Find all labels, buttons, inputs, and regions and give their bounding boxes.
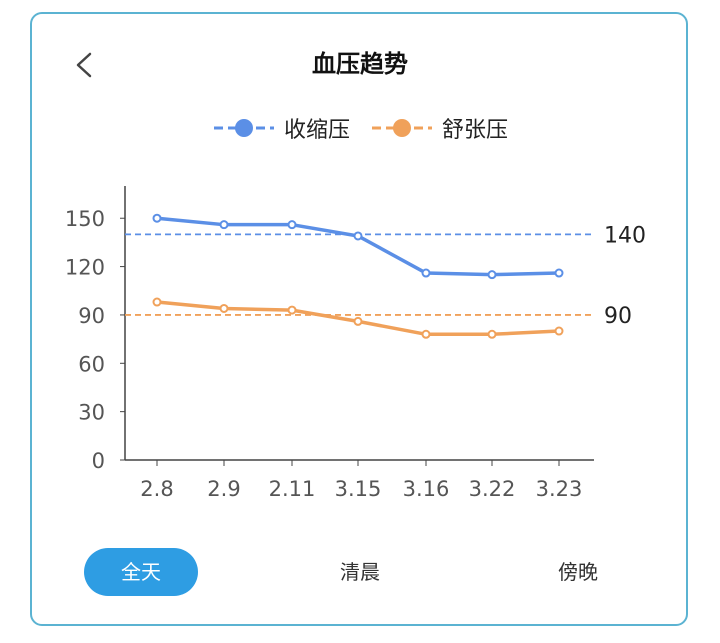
legend-label-diastolic: 舒张压 bbox=[442, 118, 509, 143]
y-tick-label: 150 bbox=[65, 207, 105, 231]
data-point bbox=[554, 326, 564, 336]
data-point bbox=[219, 303, 229, 313]
series-line bbox=[155, 216, 561, 277]
y-tick-label: 90 bbox=[78, 304, 105, 328]
x-tick-label: 2.8 bbox=[140, 477, 173, 501]
page-title: 血压趋势 bbox=[312, 50, 408, 78]
legend-item-systolic: 收缩压 bbox=[212, 112, 350, 144]
legend-marker-systolic bbox=[213, 119, 274, 137]
back-button[interactable] bbox=[70, 48, 98, 82]
x-tick-label: 3.15 bbox=[335, 477, 382, 501]
x-tick-label: 3.16 bbox=[403, 477, 450, 501]
legend-item-diastolic: 舒张压 bbox=[370, 112, 508, 144]
legend-label-systolic: 收缩压 bbox=[283, 118, 350, 143]
x-tick-label: 2.9 bbox=[207, 477, 240, 501]
data-point bbox=[287, 305, 297, 315]
tab-evening[interactable]: 傍晚 bbox=[558, 560, 598, 584]
data-point bbox=[152, 213, 162, 223]
line-chart: 0 30 60 90 120 150 2.8 2.9 2.11 3.15 3.16 3.22 3.23 1… bbox=[65, 186, 646, 501]
time-range-tabs: 全天 清晨 傍晚 bbox=[0, 548, 720, 596]
data-point bbox=[353, 316, 363, 326]
legend-marker-diastolic bbox=[372, 119, 432, 137]
data-point bbox=[554, 268, 564, 278]
x-tick-label: 3.23 bbox=[536, 477, 583, 501]
reference-line-label: 90 bbox=[604, 304, 632, 329]
tab-morning[interactable]: 清晨 bbox=[340, 560, 380, 584]
data-point bbox=[287, 220, 297, 230]
chart-legend: 收缩压 舒张压 bbox=[0, 112, 720, 144]
data-point bbox=[421, 329, 431, 339]
y-tick-label: 120 bbox=[65, 256, 105, 280]
data-point bbox=[152, 297, 162, 307]
data-point bbox=[487, 329, 497, 339]
chevron-left-icon bbox=[76, 52, 92, 78]
data-point bbox=[421, 268, 431, 278]
y-tick-label: 30 bbox=[78, 401, 105, 425]
data-point bbox=[219, 220, 229, 230]
y-tick-label: 0 bbox=[92, 449, 105, 473]
y-tick-label: 60 bbox=[78, 352, 105, 376]
reference-line-label: 140 bbox=[604, 223, 646, 248]
tab-all-day[interactable]: 全天 bbox=[84, 548, 198, 596]
data-point bbox=[353, 231, 363, 241]
x-tick-label: 2.11 bbox=[269, 477, 316, 501]
data-point bbox=[487, 270, 497, 280]
x-tick-label: 3.22 bbox=[469, 477, 516, 501]
